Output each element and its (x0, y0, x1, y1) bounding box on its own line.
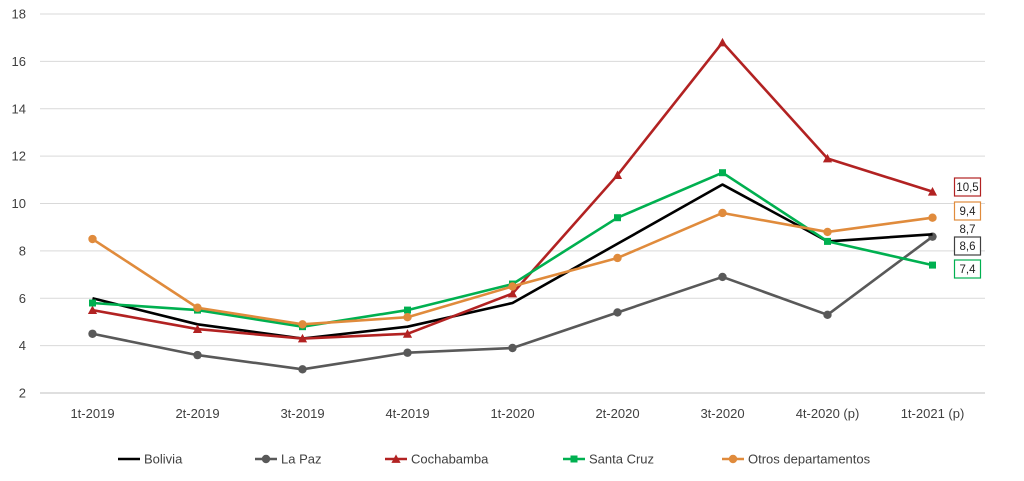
data-point-santa-cruz (824, 237, 831, 245)
series-santa-cruz (89, 169, 936, 331)
series-otros-departamentos (88, 208, 937, 329)
series-lines (87, 37, 938, 374)
data-point-la-paz (193, 350, 202, 360)
data-point-cochabamba (612, 170, 623, 179)
x-tick-label: 1t-2021 (p) (901, 406, 965, 421)
data-point-cochabamba (717, 37, 728, 47)
x-tick-label: 4t-2019 (385, 406, 429, 421)
y-axis: 2 4 6 8 10 12 14 16 18 (12, 7, 26, 401)
end-label-otros-departamentos: 9,4 (953, 201, 982, 221)
data-point-cochabamba (507, 288, 518, 298)
y-tick-label: 2 (19, 386, 26, 401)
x-tick-label: 4t-2020 (p) (796, 406, 860, 421)
end-label-text: 7,4 (960, 264, 977, 276)
data-point-otros-departamentos (508, 282, 517, 291)
end-label-text: 8,6 (960, 241, 976, 253)
data-point-otros-departamentos (718, 208, 727, 218)
end-label-box (953, 177, 982, 197)
legend-label: Cochabamba (411, 452, 489, 467)
y-tick-label: 12 (12, 149, 26, 164)
end-label-la-paz: 8,6 (953, 236, 982, 256)
data-point-santa-cruz (404, 306, 411, 314)
end-label-box (953, 236, 982, 256)
end-label-cochabamba: 10,5 (953, 177, 982, 197)
data-point-santa-cruz (614, 214, 621, 222)
end-label-text: 8,7 (960, 224, 976, 236)
data-point-santa-cruz (929, 261, 936, 269)
legend-marker (570, 455, 578, 463)
end-label-text: 10,5 (956, 182, 978, 194)
data-point-santa-cruz (719, 169, 726, 177)
series-bolivia (92, 183, 933, 340)
data-point-otros-departamentos (403, 313, 412, 322)
legend-item-santa-cruz: Santa Cruz (563, 452, 654, 467)
x-tick-label: 1t-2020 (490, 406, 534, 421)
x-tick-label: 3t-2020 (700, 406, 744, 421)
data-point-cochabamba (297, 333, 308, 343)
legend-label: Bolivia (144, 452, 183, 467)
legend-marker (261, 454, 271, 464)
x-tick-label: 2t-2020 (595, 406, 639, 421)
data-point-la-paz (88, 329, 97, 338)
data-point-la-paz (823, 310, 832, 320)
legend: Bolivia La Paz Cochabamba Santa Cruz Otros d… (118, 452, 871, 467)
data-point-cochabamba (87, 305, 98, 315)
x-axis: 1t-2019 2t-2019 3t-2019 4t-2019 1t-2020 2t-20… (40, 392, 985, 421)
y-tick-label: 4 (19, 338, 26, 353)
end-label-text: 9,4 (960, 206, 977, 218)
y-tick-label: 8 (19, 243, 26, 258)
data-point-otros-departamentos (613, 253, 622, 263)
data-point-otros-departamentos (193, 303, 202, 312)
legend-marker (391, 454, 401, 463)
data-point-la-paz (718, 272, 727, 282)
x-tick-label: 2t-2019 (175, 406, 219, 421)
data-point-santa-cruz (89, 299, 96, 307)
data-point-cochabamba (927, 187, 938, 196)
data-point-cochabamba (822, 153, 833, 163)
data-point-la-paz (613, 308, 622, 317)
end-value-labels: 10,5 9,4 8,7 8,6 7,4 (953, 177, 982, 279)
end-label-santa-cruz: 7,4 (953, 259, 982, 279)
data-point-otros-departamentos (298, 320, 307, 329)
legend-item-otros-departamentos: Otros departamentos (722, 452, 871, 467)
legend-marker (728, 454, 738, 464)
y-tick-label: 10 (12, 196, 26, 211)
legend-item-bolivia: Bolivia (118, 452, 183, 467)
legend-item-la-paz: La Paz (255, 452, 321, 467)
data-point-la-paz (298, 365, 307, 374)
data-point-la-paz (508, 343, 517, 353)
data-point-otros-departamentos (823, 227, 832, 237)
y-tick-label: 18 (12, 7, 26, 22)
y-tick-label: 16 (12, 54, 26, 69)
data-point-otros-departamentos (88, 234, 97, 244)
legend-label: La Paz (281, 452, 321, 467)
series-la-paz (88, 232, 937, 374)
end-label-bolivia: 8,7 (960, 224, 976, 236)
data-point-la-paz (403, 348, 412, 357)
end-label-box (953, 201, 982, 221)
data-point-otros-departamentos (928, 213, 937, 222)
x-tick-label: 3t-2019 (280, 406, 324, 421)
data-point-cochabamba (402, 329, 413, 338)
y-tick-label: 14 (12, 101, 26, 116)
legend-label: Santa Cruz (589, 452, 654, 467)
x-tick-label: 1t-2019 (70, 406, 114, 421)
legend-label: Otros departamentos (748, 452, 871, 467)
series-cochabamba (87, 37, 938, 343)
end-label-box (953, 259, 982, 279)
gridlines (40, 13, 985, 347)
y-tick-label: 6 (19, 291, 26, 306)
legend-item-cochabamba: Cochabamba (385, 452, 489, 467)
data-point-cochabamba (192, 324, 203, 333)
series-line-bolivia (92, 183, 933, 340)
